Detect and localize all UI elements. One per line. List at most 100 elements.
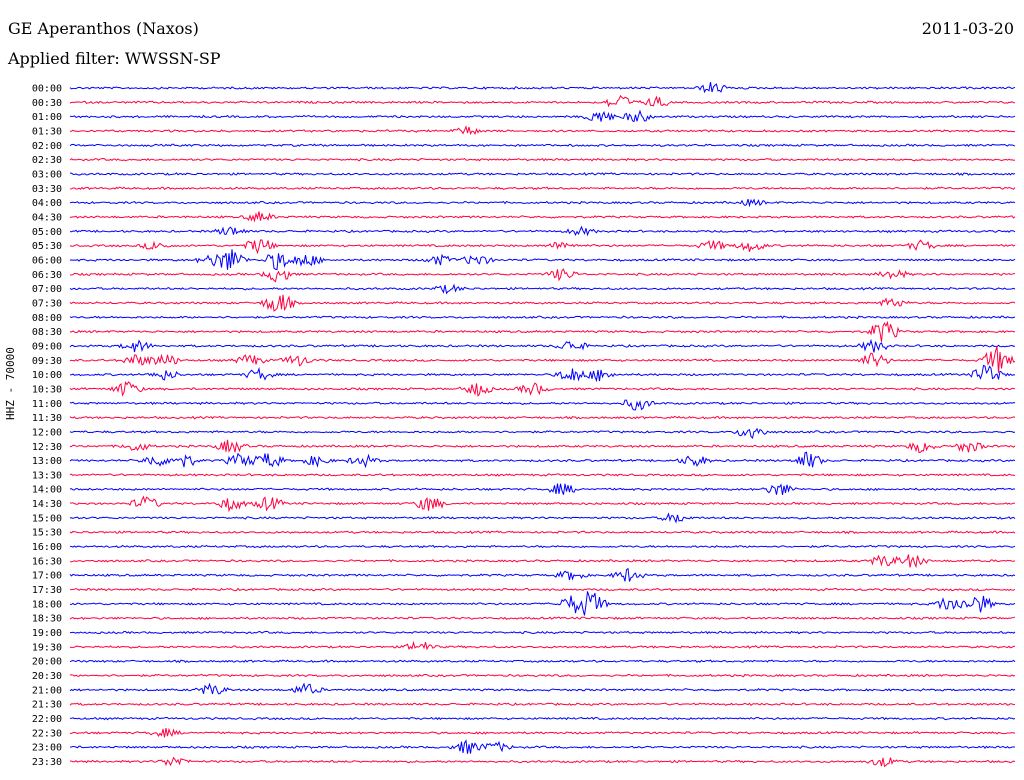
trace-line [69,727,1016,738]
row-time-label: 16:00 [32,542,62,553]
trace-line [69,157,1016,162]
trace-line [69,198,1016,208]
trace-line [70,172,1016,176]
row-time-label: 22:30 [32,728,62,739]
trace-line [69,716,1016,721]
row-time-label: 02:00 [32,141,62,152]
trace-line [69,249,1016,271]
trace-line [69,473,1016,477]
row-time-label: 06:30 [32,270,62,281]
trace-line [69,591,1016,616]
row-time-label: 11:00 [32,399,62,410]
trace-line [69,512,1016,524]
row-time-label: 16:30 [32,556,62,567]
row-time-label: 01:30 [32,126,62,137]
row-time-label: 19:00 [32,628,62,639]
row-time-label: 21:00 [32,685,62,696]
row-time-label: 01:00 [32,112,62,123]
trace-line [69,495,1016,513]
row-time-label: 17:00 [32,571,62,582]
row-time-label: 18:00 [32,599,62,610]
trace-line [69,399,1016,411]
trace-line [69,630,1016,635]
trace-line [69,94,1016,108]
row-time-label: 23:00 [32,743,62,754]
row-time-label: 09:30 [32,356,62,367]
trace-line [69,567,1016,582]
trace-line [69,451,1016,469]
date-label: 2011-03-20 [921,19,1014,38]
row-time-label: 07:00 [32,284,62,295]
trace-line [69,109,1016,123]
trace-line [69,544,1016,549]
trace-line [69,364,1016,383]
trace-line [69,143,1016,148]
trace-line [69,338,1016,353]
trace-line [69,294,1016,312]
row-time-label: 10:30 [32,384,62,395]
row-time-label: 18:30 [32,614,62,625]
trace-line [69,673,1016,678]
row-time-label: 15:00 [32,513,62,524]
row-time-label: 11:30 [32,413,62,424]
trace-line [69,381,1016,398]
trace-line [69,186,1016,191]
row-time-label: 13:00 [32,456,62,467]
filter-label: Applied filter: WWSSN-SP [8,49,221,68]
trace-line [69,640,1016,651]
row-time-label: 00:30 [32,98,62,109]
trace-line [69,82,1016,94]
trace-line [69,211,1016,223]
trace-line [69,682,1016,695]
row-time-label: 08:00 [32,313,62,324]
row-time-label: 14:00 [32,485,62,496]
trace-line [69,225,1016,237]
row-time-label: 10:00 [32,370,62,381]
row-time-label: 17:30 [32,585,62,596]
row-time-label: 12:30 [32,442,62,453]
row-time-label: 14:30 [32,499,62,510]
row-time-label: 13:30 [32,470,62,481]
row-time-label: 00:00 [32,84,62,95]
row-time-label: 20:00 [32,657,62,668]
row-time-label: 06:00 [32,255,62,266]
row-time-label: 05:30 [32,241,62,252]
row-time-label: 07:30 [32,298,62,309]
trace-line [69,530,1016,535]
row-time-label: 04:00 [32,198,62,209]
row-time-label: 12:00 [32,427,62,438]
trace-line [69,346,1016,373]
trace-line [69,283,1016,295]
trace-line [69,616,1016,621]
trace-line [69,239,1016,255]
trace-line [69,659,1016,664]
row-time-label: 22:00 [32,714,62,725]
row-time-label: 08:30 [32,327,62,338]
row-time-label: 20:30 [32,671,62,682]
trace-line [69,702,1016,706]
row-time-label: 15:30 [32,528,62,539]
trace-line [69,320,1016,342]
trace-line [69,554,1016,569]
trace-line [69,125,1016,136]
row-time-label: 03:30 [32,184,62,195]
trace-line [69,427,1016,440]
row-time-label: 04:30 [32,212,62,223]
row-time-label: 21:30 [32,700,62,711]
trace-line [70,739,1016,754]
row-time-label: 23:30 [32,757,62,768]
row-time-label: 09:00 [32,341,62,352]
row-time-label: 05:00 [32,227,62,238]
row-time-label: 19:30 [32,642,62,653]
row-time-label: 03:00 [32,169,62,180]
station-title: GE Aperanthos (Naxos) [8,19,199,38]
trace-line [69,315,1016,320]
trace-line [69,587,1016,592]
trace-line [69,483,1016,495]
trace-line [69,415,1016,420]
row-time-label: 02:30 [32,155,62,166]
trace-line [69,439,1016,454]
trace-line [69,268,1016,283]
trace-line [69,756,1016,768]
